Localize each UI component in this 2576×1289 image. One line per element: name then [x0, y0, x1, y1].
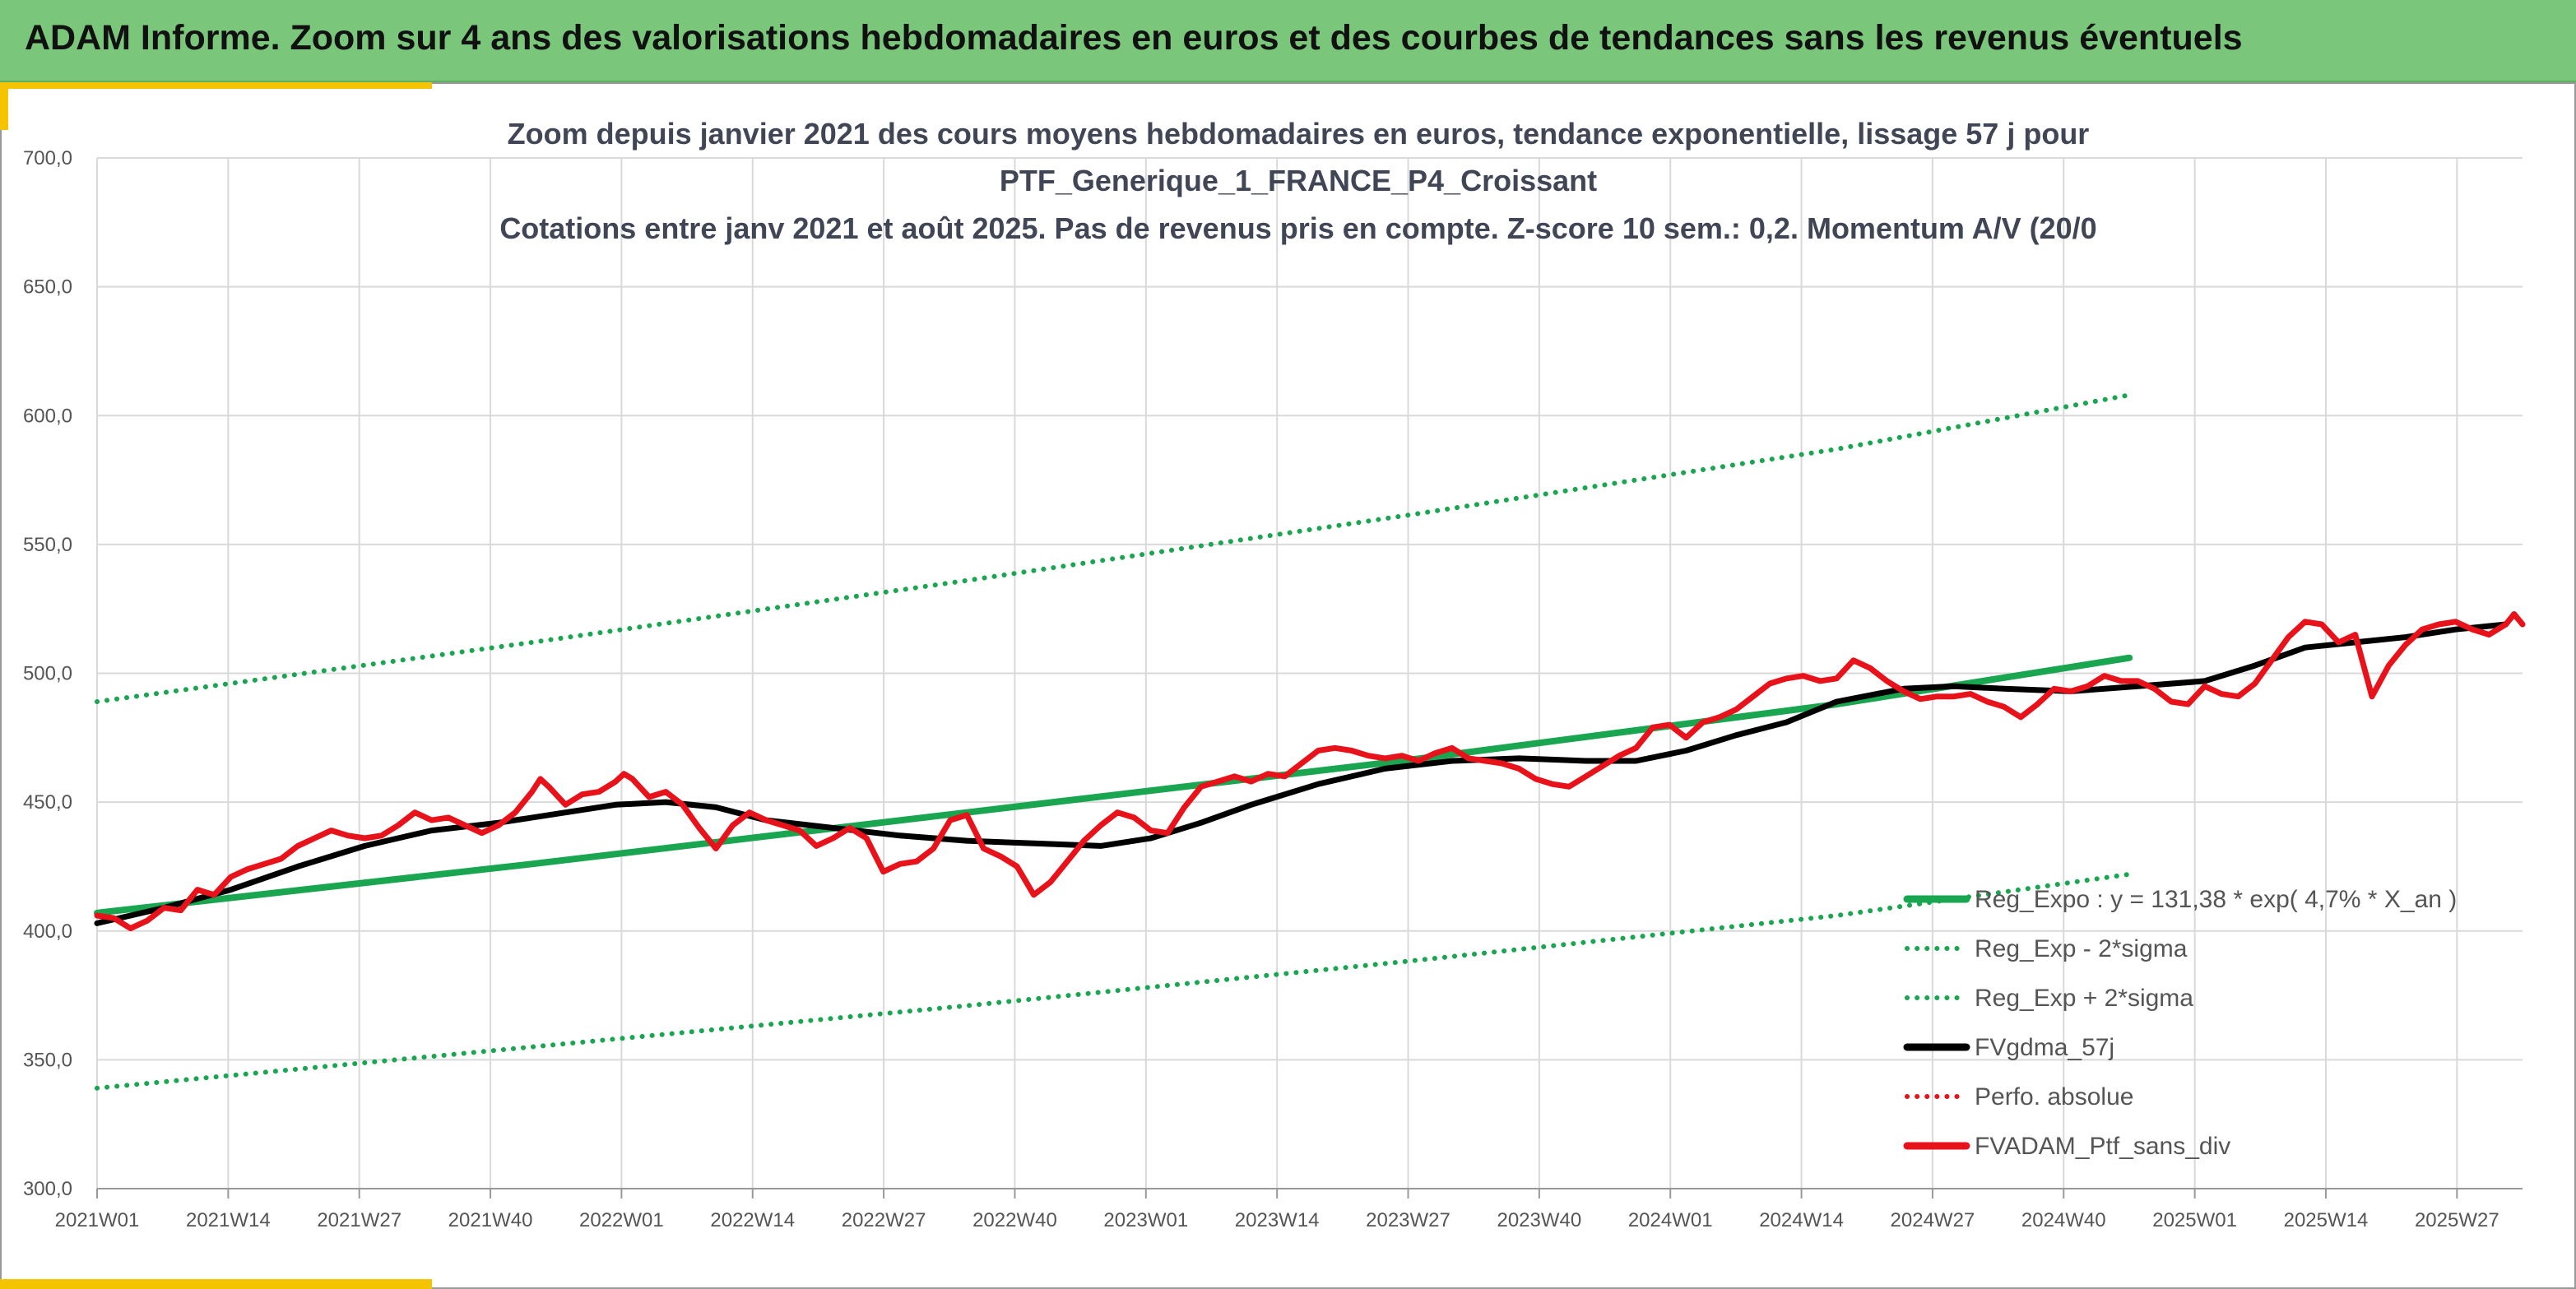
- y-tick-label: 700,0: [23, 147, 72, 169]
- x-tick-label: 2022W27: [842, 1209, 926, 1231]
- chart-title-line: Cotations entre janv 2021 et août 2025. …: [499, 211, 2096, 245]
- x-tick-label: 2024W40: [2021, 1209, 2106, 1231]
- chart-title-line: Zoom depuis janvier 2021 des cours moyen…: [508, 117, 2090, 151]
- x-tick-label: 2023W14: [1235, 1209, 1320, 1231]
- x-tick-label: 2021W14: [186, 1209, 271, 1231]
- y-tick-label: 600,0: [23, 405, 72, 427]
- x-tick-label: 2025W14: [2284, 1209, 2369, 1231]
- x-axis: 2021W01 2021W14 2021W27 2021W40 2022W01 2022W…: [55, 1188, 2523, 1231]
- accent-top-left: [0, 82, 432, 89]
- legend: Reg_Expo : y = 131,38 * exp( 4,7% * X_an…: [1903, 886, 2457, 1160]
- legend-label: FVgdma_57j: [1975, 1034, 2114, 1061]
- legend-label: Reg_Exp + 2*sigma: [1975, 985, 2193, 1012]
- x-tick-label: 2022W40: [972, 1209, 1057, 1231]
- y-tick-label: 550,0: [23, 534, 72, 556]
- y-tick-label: 400,0: [23, 920, 72, 943]
- x-tick-label: 2021W27: [317, 1209, 401, 1231]
- x-tick-label: 2021W40: [448, 1209, 533, 1231]
- x-tick-label: 2024W27: [1891, 1209, 1975, 1231]
- series-line-0: [94, 654, 2133, 916]
- y-tick-label: 300,0: [23, 1178, 72, 1200]
- x-tick-label: 2022W14: [710, 1209, 795, 1231]
- x-tick-label: 2024W01: [1628, 1209, 1713, 1231]
- x-tick-label: 2023W40: [1497, 1209, 1581, 1231]
- x-tick-label: 2021W01: [55, 1209, 140, 1231]
- y-tick-label: 650,0: [23, 276, 72, 299]
- x-tick-label: 2025W01: [2152, 1209, 2237, 1231]
- series-line-2: [95, 392, 2133, 704]
- y-tick-label: 500,0: [23, 663, 72, 685]
- x-tick-label: 2023W01: [1103, 1209, 1188, 1231]
- y-axis: 300,0 350,0 400,0 450,0 500,0 550,0 600,0 650,0…: [23, 147, 98, 1200]
- x-tick-label: 2024W14: [1759, 1209, 1844, 1231]
- grid-lines: [96, 157, 2523, 1189]
- legend-label: Perfo. absolue: [1975, 1083, 2133, 1110]
- chart-title: Zoom depuis janvier 2021 des cours moyen…: [499, 117, 2096, 245]
- banner-title: ADAM Informe. Zoom sur 4 ans des valoris…: [25, 18, 2243, 58]
- x-tick-label: 2025W27: [2415, 1209, 2499, 1231]
- y-tick-label: 350,0: [23, 1049, 72, 1071]
- y-tick-label: 450,0: [23, 791, 72, 814]
- legend-label: Reg_Exp - 2*sigma: [1975, 935, 2188, 962]
- accent-left-bar: [0, 82, 8, 130]
- legend-label: FVADAM_Ptf_sans_div: [1975, 1133, 2230, 1160]
- series-layer: [94, 392, 2526, 1091]
- legend-label: Reg_Expo : y = 131,38 * exp( 4,7% * X_an…: [1975, 886, 2457, 913]
- accent-bottom-left: [0, 1279, 432, 1289]
- series-line-5: [94, 611, 2526, 932]
- x-tick-label: 2022W01: [579, 1209, 664, 1231]
- chart-title-line: PTF_Generique_1_FRANCE_P4_Croissant: [1000, 164, 1597, 197]
- header-banner: ADAM Informe. Zoom sur 4 ans des valoris…: [0, 0, 2576, 82]
- x-tick-label: 2023W27: [1366, 1209, 1450, 1231]
- series-line-1: [95, 871, 2133, 1091]
